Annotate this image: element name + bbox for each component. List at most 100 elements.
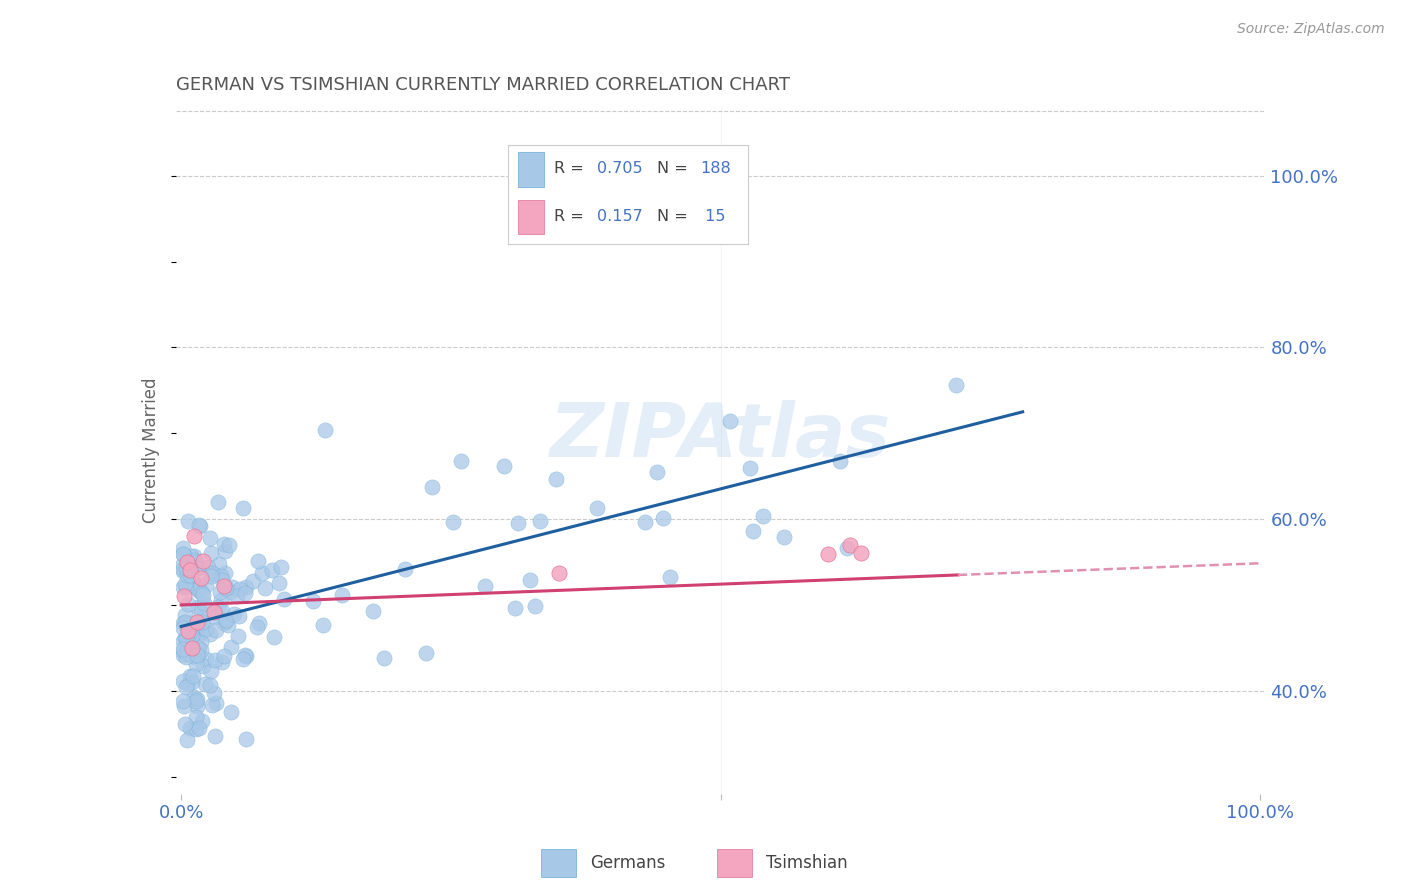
Point	[190, 572, 212, 586]
Point	[172, 562, 194, 576]
Point	[226, 589, 249, 603]
Point	[945, 378, 967, 392]
Text: 15: 15	[700, 209, 725, 224]
Point	[183, 529, 205, 543]
Point	[221, 580, 243, 594]
Point	[191, 714, 214, 729]
Point	[828, 454, 851, 468]
Point	[718, 414, 741, 428]
Point	[214, 566, 236, 580]
Point	[188, 517, 211, 532]
Point	[194, 652, 217, 666]
Point	[208, 585, 231, 599]
Point	[211, 574, 233, 588]
Point	[232, 652, 254, 666]
Point	[177, 647, 200, 661]
Point	[187, 599, 209, 614]
Point	[186, 615, 208, 629]
Point	[172, 615, 194, 630]
Point	[176, 514, 198, 528]
Point	[184, 555, 207, 569]
Point	[215, 614, 238, 628]
Point	[519, 573, 541, 587]
Point	[211, 604, 233, 618]
Point	[173, 699, 195, 714]
Point	[209, 569, 232, 583]
Point	[186, 698, 208, 713]
Point	[226, 629, 249, 643]
Point	[474, 578, 496, 592]
Point	[263, 630, 285, 644]
Point	[184, 561, 207, 575]
Point	[187, 561, 209, 575]
Point	[174, 561, 197, 575]
Point	[179, 557, 201, 571]
Point	[174, 577, 197, 591]
Point	[201, 566, 224, 581]
Point	[183, 643, 205, 657]
Point	[422, 480, 444, 494]
Point	[181, 649, 204, 664]
Point	[194, 623, 217, 637]
Point	[172, 621, 194, 635]
Point	[214, 613, 236, 627]
Point	[174, 649, 197, 664]
Point	[645, 465, 668, 479]
Text: 188: 188	[700, 161, 731, 177]
Point	[174, 631, 197, 645]
Point	[254, 582, 277, 596]
Point	[198, 531, 221, 545]
Point	[197, 560, 219, 574]
Point	[207, 600, 229, 615]
Point	[172, 642, 194, 657]
Point	[177, 597, 200, 611]
Point	[193, 607, 215, 621]
Point	[179, 567, 201, 582]
Point	[505, 601, 527, 615]
FancyBboxPatch shape	[517, 200, 544, 235]
Point	[524, 599, 547, 613]
Text: 0.705: 0.705	[596, 161, 643, 177]
Point	[184, 723, 207, 737]
Point	[181, 629, 204, 643]
Point	[186, 691, 208, 706]
Point	[190, 643, 212, 657]
Point	[172, 674, 194, 689]
Point	[186, 618, 208, 632]
Point	[586, 500, 609, 515]
Point	[773, 530, 796, 544]
Point	[188, 583, 211, 598]
Point	[176, 732, 198, 747]
Point	[204, 609, 226, 624]
Point	[214, 579, 236, 593]
Point	[202, 567, 225, 582]
Point	[529, 514, 551, 528]
Point	[228, 608, 250, 623]
Point	[267, 576, 290, 591]
Point	[174, 616, 197, 631]
Point	[183, 553, 205, 567]
FancyBboxPatch shape	[717, 849, 752, 877]
Point	[204, 652, 226, 666]
Point	[177, 635, 200, 649]
Point	[235, 648, 257, 663]
Point	[250, 566, 273, 581]
Text: Source: ZipAtlas.com: Source: ZipAtlas.com	[1237, 22, 1385, 37]
Point	[183, 549, 205, 563]
Point	[190, 606, 212, 620]
Point	[187, 641, 209, 656]
Point	[209, 592, 232, 607]
Point	[330, 588, 353, 602]
Point	[180, 549, 202, 563]
Text: Germans: Germans	[591, 854, 666, 872]
Point	[634, 515, 657, 529]
Point	[172, 694, 194, 708]
Text: R =: R =	[554, 161, 589, 177]
Point	[174, 646, 197, 660]
Point	[546, 472, 568, 486]
Point	[651, 511, 673, 525]
Point	[190, 634, 212, 648]
Point	[179, 721, 201, 735]
Y-axis label: Currently Married: Currently Married	[142, 377, 160, 524]
Point	[235, 731, 257, 746]
